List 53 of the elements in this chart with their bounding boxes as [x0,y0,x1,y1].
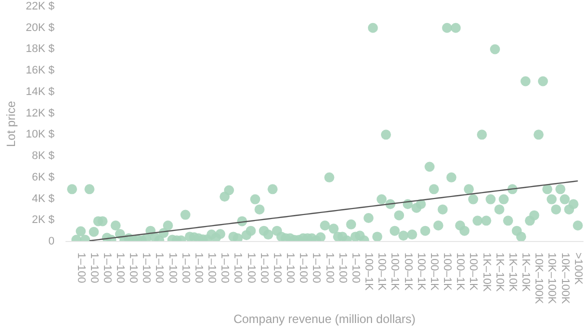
x-tick-label: 1K–10K [493,252,506,292]
x-tick-label: 100–1K [441,252,454,292]
x-tick-label: 1–100 [323,252,336,284]
x-tick-label: >100K [572,252,584,286]
y-tick-label: 12K $ [26,107,55,120]
y-tick-label: 8K $ [32,150,55,162]
x-tick-label: 1–100 [127,252,140,284]
y-axis-title: Lot price [4,100,18,148]
x-tick-label: 1–100 [244,252,257,284]
x-tick-label: 100–1K [454,252,466,292]
y-tick-label: 22K $ [26,0,55,12]
x-tick-label: 1–100 [88,252,100,284]
x-tick-label: 1–100 [270,252,283,284]
x-tick-label: 1K–10K [520,252,532,292]
x-tick-label: 1–100 [258,252,270,284]
x-tick-label: 1–100 [218,252,231,284]
x-tick-label: 1–100 [310,252,322,284]
x-axis-title: Company revenue (million dollars) [233,312,416,326]
x-tick-label: 1–100 [232,252,244,284]
x-tick-label: 10K–100K [532,252,545,305]
y-tick-label: 20K $ [26,22,55,34]
y-tick-label: 10K $ [26,128,55,141]
x-tick-label: 100–1K [414,252,427,292]
y-tick-label: 18K $ [26,43,55,56]
x-tick-label: 100–1K [428,252,440,292]
x-tick-label: 1–100 [153,252,166,284]
x-tick-label: 1–100 [206,252,218,284]
x-tick-label: 1–100 [349,252,362,284]
x-tick-label: 100–1K [467,252,480,292]
x-tick-label: 1–100 [114,252,126,284]
x-tick-label: 1–100 [74,252,87,284]
x-tick-label: 1–100 [166,252,178,284]
x-tick-label: 100–1K [402,252,414,292]
x-tick-label: 1–100 [140,252,152,284]
x-tick-label: 100–1K [362,252,375,292]
x-tick-label: 10K–100K [558,252,571,305]
x-tick-label: 1K–10K [506,252,518,292]
x-tick-label: 10K–100K [546,252,558,305]
y-tick-label: 6K $ [32,171,55,184]
x-tick-label: 1–100 [192,252,204,284]
y-tick-label: 0 [48,236,55,248]
y-tick-label: 14K $ [26,86,55,98]
x-tick-label: 100–1K [388,252,401,292]
x-tick-label: 1–100 [284,252,296,284]
x-tick-label: 1–100 [297,252,310,284]
x-tick-label: 1K–10K [480,252,492,292]
x-tick-label: 1–100 [100,252,113,284]
y-tick-label: 4K $ [32,192,55,205]
x-tick-label: 1–100 [179,252,192,284]
x-tick-label: 100–1K [376,252,388,292]
y-tick-label: 16K $ [26,64,55,77]
y-tick-label: 2K $ [32,214,55,226]
x-tick-label: 1–100 [336,252,348,284]
